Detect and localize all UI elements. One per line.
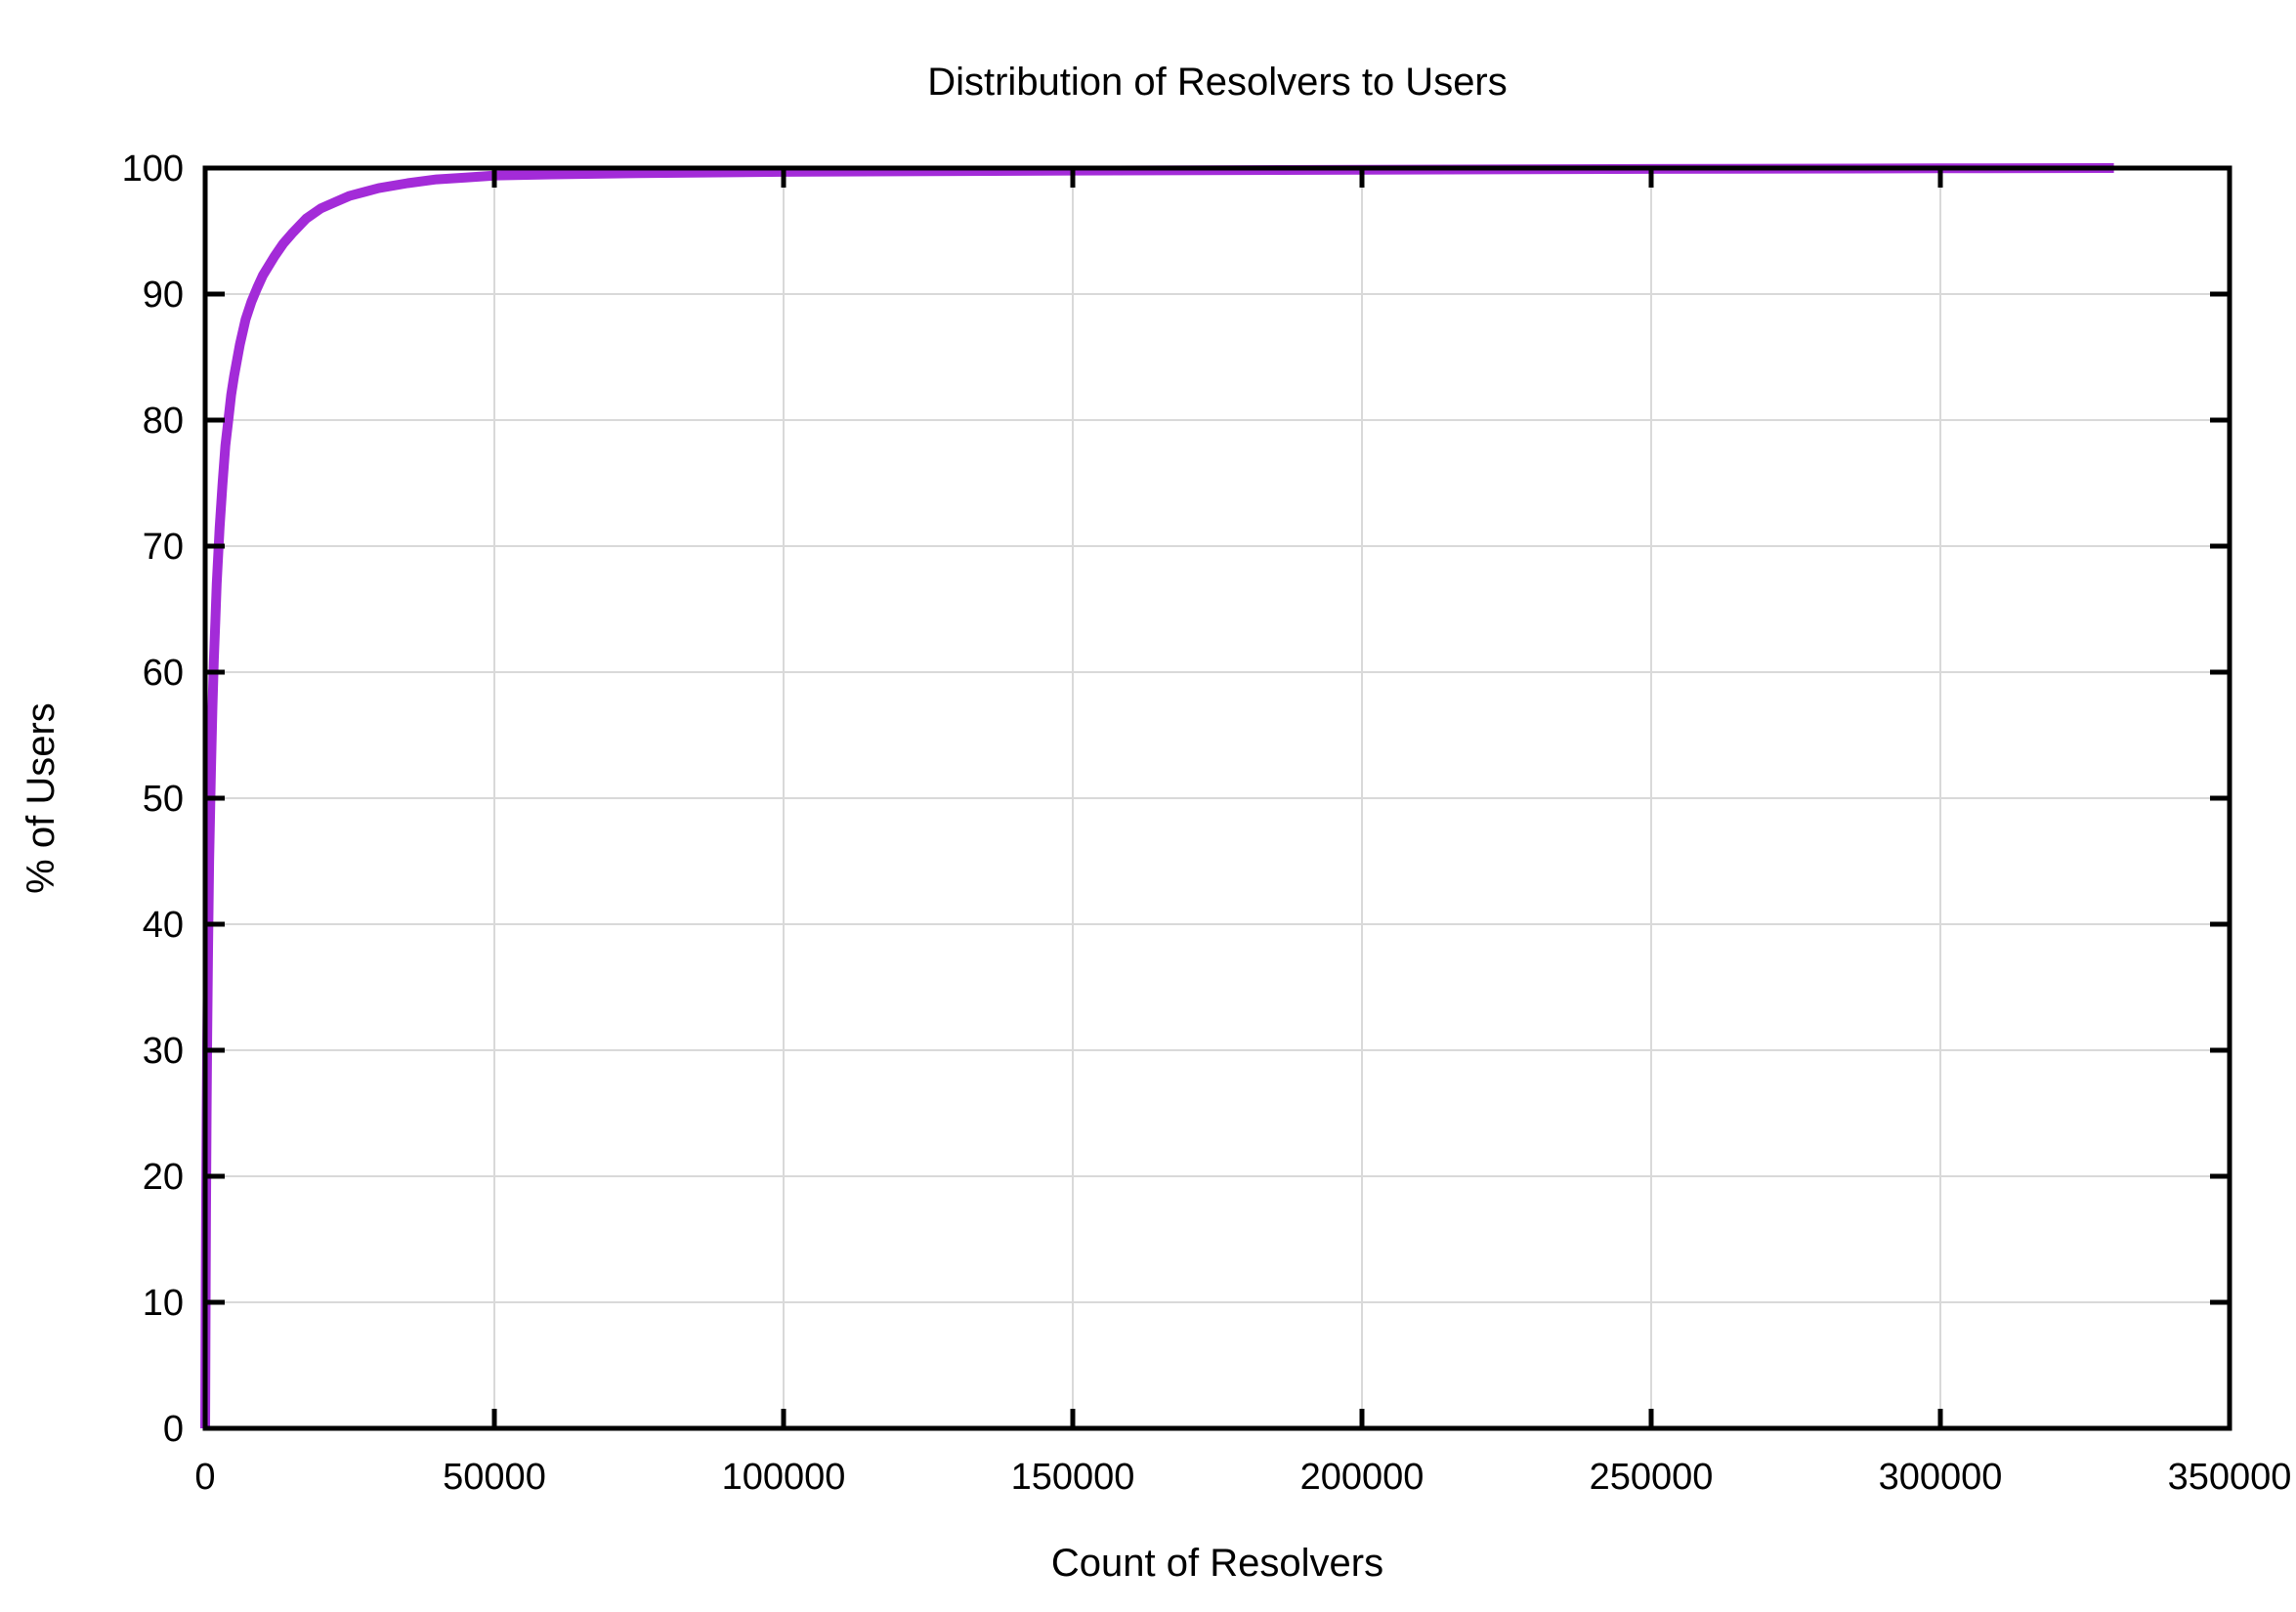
- y-tick-label: 10: [143, 1283, 184, 1324]
- y-tick-label: 40: [143, 905, 184, 946]
- y-tick-label: 0: [163, 1409, 184, 1450]
- x-tick-label: 250000: [1590, 1457, 1714, 1498]
- y-tick-label: 90: [143, 275, 184, 316]
- y-tick-label: 100: [122, 148, 184, 190]
- x-tick-label: 200000: [1300, 1457, 1424, 1498]
- series-line-cumulative-percent-of-users: [200, 163, 2114, 1429]
- x-tick-label: 150000: [1011, 1457, 1135, 1498]
- chart-title: Distribution of Resolvers to Users: [927, 61, 1508, 104]
- y-tick-label: 60: [143, 653, 184, 694]
- x-tick-label: 50000: [443, 1457, 546, 1498]
- x-tick-label: 300000: [1879, 1457, 2003, 1498]
- y-tick-label: 30: [143, 1031, 184, 1072]
- x-tick-label: 350000: [2168, 1457, 2292, 1498]
- y-tick-label: 50: [143, 779, 184, 820]
- y-tick-label: 80: [143, 401, 184, 442]
- x-tick-label: 0: [194, 1457, 215, 1498]
- y-tick-label: 70: [143, 527, 184, 568]
- x-tick-label: 100000: [722, 1457, 846, 1498]
- x-axis-label: Count of Resolvers: [1050, 1542, 1384, 1585]
- y-axis-label: % of Users: [20, 702, 63, 894]
- y-tick-label: 20: [143, 1157, 184, 1198]
